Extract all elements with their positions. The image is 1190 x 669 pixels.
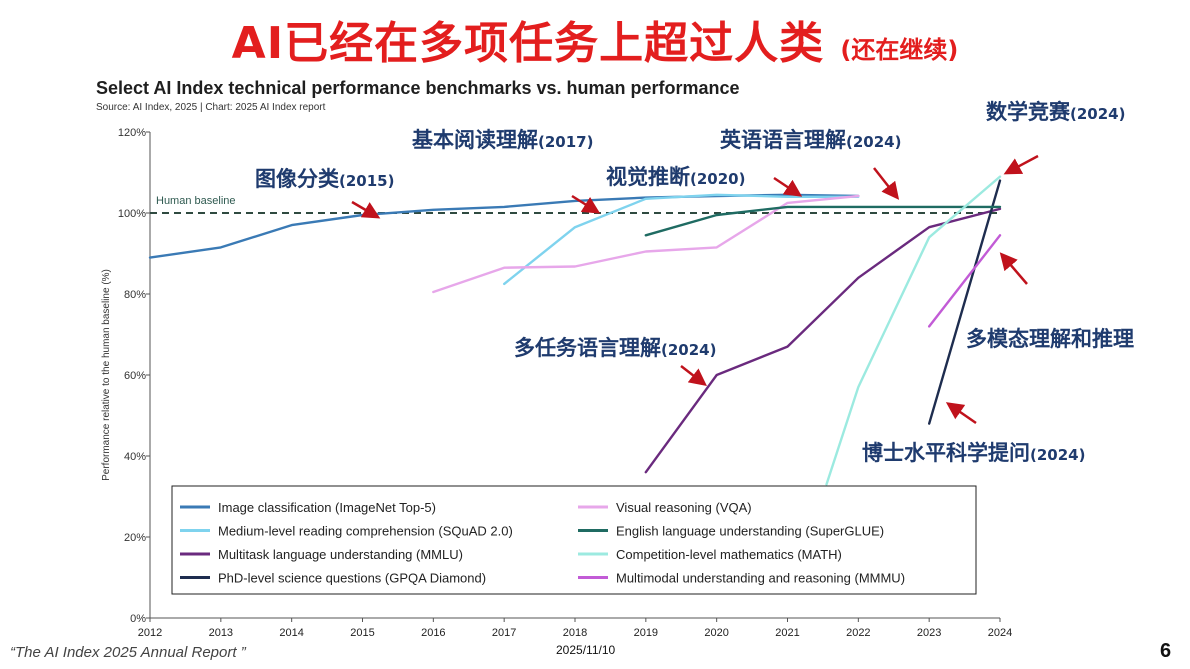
- x-tick-label: 2012: [138, 627, 162, 639]
- annotation-arrow: [945, 402, 977, 425]
- chart-subtitle: Source: AI Index, 2025 | Chart: 2025 AI …: [96, 102, 326, 113]
- annotation-reading-comprehension: 基本阅读理解(2017): [412, 128, 594, 152]
- annotation-competition-math: 数学竞赛(2024): [986, 100, 1126, 124]
- footer-date: 2025/11/10: [556, 643, 616, 657]
- x-tick-label: 2018: [563, 627, 587, 639]
- x-tick-label: 2015: [350, 627, 374, 639]
- annotation-arrow: [773, 176, 803, 197]
- y-tick-label: 120%: [118, 127, 146, 139]
- annotation-image-classification: 图像分类(2015): [255, 167, 395, 191]
- legend-entry: Multimodal understanding and reasoning (…: [616, 571, 905, 586]
- y-tick-label: 20%: [124, 532, 146, 544]
- annotation-english-understanding: 英语语言理解(2024): [720, 128, 902, 152]
- y-tick-label: 80%: [124, 289, 146, 301]
- series-line-6: [825, 175, 1002, 486]
- y-tick-label: 100%: [118, 208, 146, 220]
- legend-entry: Multitask language understanding (MMLU): [218, 547, 463, 562]
- x-tick-label: 2021: [775, 627, 799, 639]
- x-tick-label: 2019: [634, 627, 658, 639]
- series-line-5: [644, 205, 1002, 237]
- series-line-7: [928, 234, 1002, 328]
- slide-title-suffix: (还在继续): [840, 36, 959, 64]
- annotation-arrow: [351, 200, 381, 219]
- annotation-arrow: [1003, 154, 1039, 175]
- series-line-3: [928, 179, 1002, 425]
- x-tick-label: 2017: [492, 627, 516, 639]
- annotation-phd-science: 博士水平科学提问(2024): [862, 441, 1086, 465]
- x-tick-label: 2023: [917, 627, 941, 639]
- y-tick-label: 60%: [124, 370, 146, 382]
- annotation-arrow: [999, 252, 1028, 285]
- legend-entry: Image classification (ImageNet Top-5): [218, 500, 436, 515]
- legend-entry: English language understanding (SuperGLU…: [616, 524, 884, 539]
- annotation-visual-reasoning: 视觉推断(2020): [606, 165, 746, 189]
- x-tick-label: 2016: [421, 627, 445, 639]
- slide-title-text: AI已经在多项任务上超过人类: [231, 18, 825, 69]
- annotation-arrow: [873, 167, 900, 200]
- y-tick-label: 0%: [130, 613, 146, 625]
- series-line-2: [644, 207, 1002, 474]
- footer-source: “The AI Index 2025 Annual Report ”: [10, 644, 246, 661]
- legend-box: [171, 485, 977, 595]
- legend-entry: Competition-level mathematics (MATH): [616, 547, 842, 562]
- x-tick-label: 2022: [846, 627, 870, 639]
- slide-title: AI已经在多项任务上超过人类 (还在继续): [0, 16, 1190, 78]
- human-baseline-label: Human baseline: [156, 195, 236, 207]
- legend-entry: Medium-level reading comprehension (SQuA…: [218, 524, 513, 539]
- legend-entry: Visual reasoning (VQA): [616, 500, 752, 515]
- annotation-arrow: [571, 194, 601, 214]
- legend-entry: PhD-level science questions (GPQA Diamon…: [218, 571, 486, 586]
- x-tick-label: 2014: [279, 627, 303, 639]
- annotation-multimodal-reasoning: 多模态理解和推理: [966, 327, 1134, 351]
- x-tick-label: 2020: [704, 627, 728, 639]
- annotation-multitask-language: 多任务语言理解(2024): [514, 336, 717, 360]
- series-line-4: [432, 194, 860, 294]
- x-tick-label: 2024: [988, 627, 1012, 639]
- annotation-arrow: [680, 365, 707, 387]
- series-line-1: [503, 193, 860, 286]
- chart-title: Select AI Index technical performance be…: [96, 78, 740, 98]
- page-number: 6: [1160, 640, 1172, 662]
- x-tick-label: 2013: [209, 627, 233, 639]
- y-tick-label: 40%: [124, 451, 146, 463]
- y-axis-label: Performance relative to the human baseli…: [101, 269, 112, 481]
